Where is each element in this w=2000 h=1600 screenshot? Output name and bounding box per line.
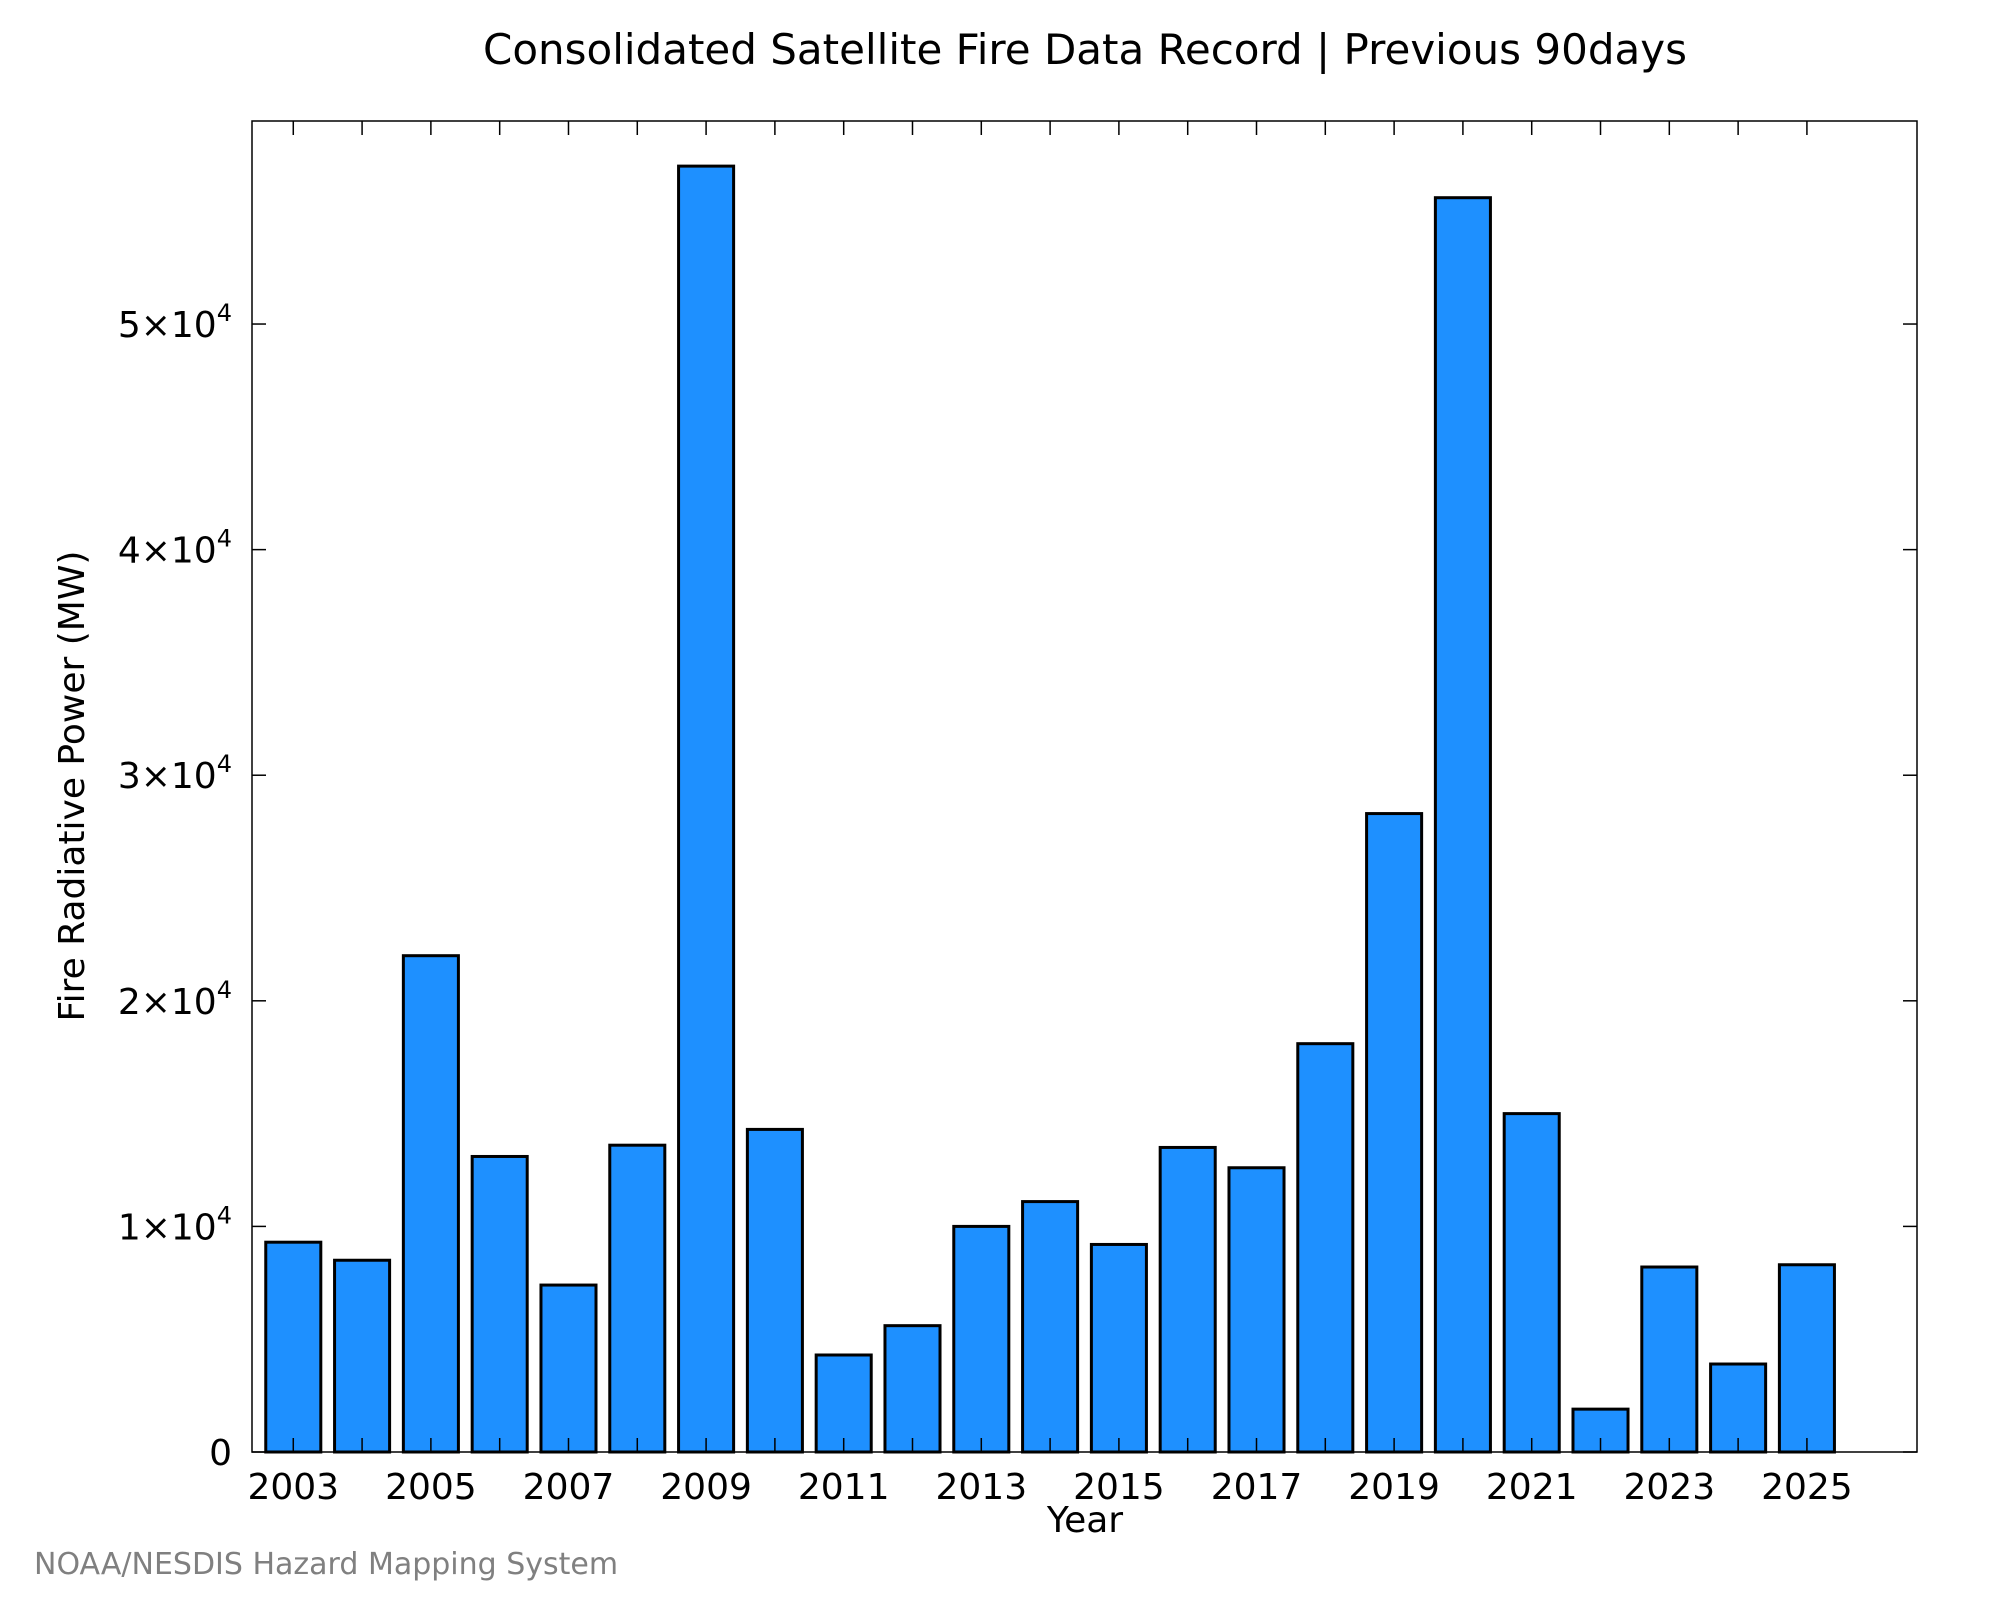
- bar-2010: [745, 1127, 804, 1454]
- bar-2014: [1021, 1200, 1080, 1454]
- bar-2016: [1158, 1145, 1217, 1454]
- bar-2020: [1433, 196, 1492, 1454]
- bar-2018: [1296, 1042, 1355, 1454]
- bar-2008: [608, 1143, 667, 1454]
- chart-title: Consolidated Satellite Fire Data Record …: [483, 25, 1687, 74]
- x-tick-label-2011: 2011: [798, 1467, 890, 1508]
- bar-2013: [952, 1224, 1011, 1454]
- bar-2005: [401, 954, 460, 1454]
- x-tick-label-2019: 2019: [1348, 1467, 1440, 1508]
- x-tick-label-2021: 2021: [1486, 1467, 1578, 1508]
- x-tick-label-2009: 2009: [660, 1467, 752, 1508]
- y-tick-label-0: 0: [209, 1433, 232, 1474]
- x-tick-label-2017: 2017: [1211, 1467, 1303, 1508]
- bar-2007: [539, 1283, 598, 1454]
- x-tick-label-2003: 2003: [247, 1467, 339, 1508]
- source-credit: NOAA/NESDIS Hazard Mapping System: [34, 1547, 618, 1582]
- bar-2017: [1227, 1166, 1286, 1454]
- y-tick-label-10000: 1×104: [118, 1201, 232, 1248]
- bar-2015: [1089, 1242, 1148, 1454]
- bar-2021: [1502, 1112, 1561, 1454]
- x-tick-label-2015: 2015: [1073, 1467, 1165, 1508]
- bar-2003: [264, 1240, 323, 1454]
- bar-2025: [1777, 1263, 1836, 1454]
- bar-2009: [677, 164, 736, 1454]
- y-tick-label-50000: 5×104: [118, 299, 232, 346]
- bar-2006: [470, 1154, 529, 1454]
- y-tick-label-40000: 4×104: [118, 525, 232, 572]
- x-tick-label-2007: 2007: [523, 1467, 615, 1508]
- y-tick-label-20000: 2×104: [118, 976, 232, 1023]
- x-tick-label-2023: 2023: [1624, 1467, 1716, 1508]
- x-axis-label: Year: [1046, 1500, 1123, 1541]
- x-tick-label-2005: 2005: [385, 1467, 477, 1508]
- bar-2004: [333, 1258, 392, 1454]
- plot-frame: [251, 120, 1918, 1453]
- bar-2012: [883, 1324, 942, 1454]
- y-tick-label-30000: 3×104: [118, 750, 232, 797]
- x-tick-label-2025: 2025: [1761, 1467, 1853, 1508]
- x-tick-label-2013: 2013: [935, 1467, 1027, 1508]
- bar-2011: [814, 1353, 873, 1454]
- bars-group: [264, 164, 1836, 1454]
- bar-2023: [1640, 1265, 1699, 1454]
- ticks-group: 2003 2005 2007 2009 2011 2013 2015 2017 2019 2021…: [118, 121, 1917, 1508]
- bar-2019: [1365, 812, 1424, 1454]
- y-axis-label: Fire Radiative Power (MW): [52, 551, 93, 1022]
